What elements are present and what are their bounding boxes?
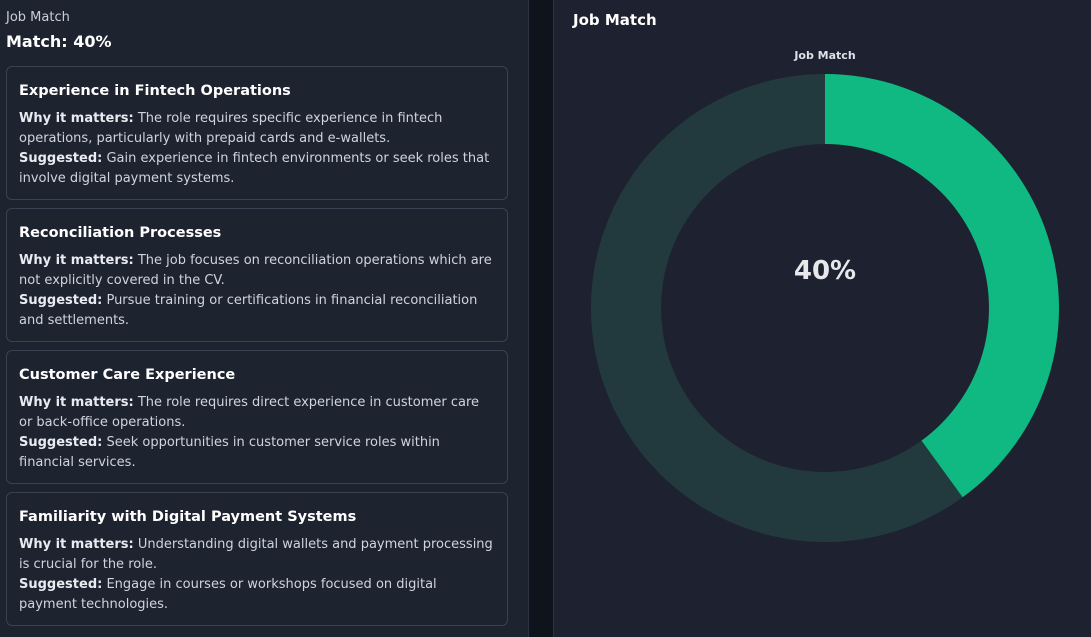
suggestion: Suggested: Engage in courses or workshop…: [19, 575, 495, 615]
why-label: Why it matters:: [19, 395, 134, 410]
chart-title: Job Match: [794, 49, 856, 62]
donut-center-value: 40%: [793, 256, 857, 286]
why-it-matters: Why it matters: The role requires direct…: [19, 393, 495, 433]
gap-card: Reconciliation Processes Why it matters:…: [6, 208, 508, 342]
suggested-text: Seek opportunities in customer service r…: [19, 435, 440, 470]
suggested-label: Suggested:: [19, 435, 103, 450]
gap-card-title: Reconciliation Processes: [19, 225, 222, 241]
why-text: Understanding digital wallets and paymen…: [19, 537, 493, 572]
suggested-text: Gain experience in fintech environments …: [19, 151, 490, 186]
suggestion: Suggested: Seek opportunities in custome…: [19, 433, 495, 473]
donut-slice-remaining: [591, 74, 963, 542]
match-percentage-title: Match: 40%: [6, 32, 112, 51]
why-text: The role requires direct experience in c…: [19, 395, 480, 430]
gap-card: Customer Care Experience Why it matters:…: [6, 350, 508, 484]
job-match-chart-panel: Job Match Job Match 40%: [553, 0, 1091, 637]
donut-chart: [591, 74, 1059, 542]
chart-panel-title: Job Match: [573, 11, 657, 29]
why-label: Why it matters:: [19, 253, 134, 268]
gap-card-title: Familiarity with Digital Payment Systems: [19, 509, 357, 525]
donut-slice-match: [825, 74, 1059, 498]
panel-header: Job Match: [6, 10, 70, 25]
why-label: Why it matters:: [19, 111, 134, 126]
suggested-label: Suggested:: [19, 293, 103, 308]
gap-card-title: Customer Care Experience: [19, 367, 236, 383]
why-it-matters: Why it matters: The job focuses on recon…: [19, 251, 495, 291]
suggested-text: Pursue training or certifications in fin…: [19, 293, 478, 328]
why-text: The role requires specific experience in…: [19, 111, 443, 146]
suggested-label: Suggested:: [19, 151, 103, 166]
gap-card: Experience in Fintech Operations Why it …: [6, 66, 508, 200]
suggested-text: Engage in courses or workshops focused o…: [19, 577, 437, 612]
job-match-details-panel: Job Match Match: 40% Experience in Finte…: [0, 0, 529, 637]
why-text: The job focuses on reconciliation operat…: [19, 253, 492, 288]
gap-card-title: Experience in Fintech Operations: [19, 83, 291, 99]
suggested-label: Suggested:: [19, 577, 103, 592]
suggestion: Suggested: Pursue training or certificat…: [19, 291, 495, 331]
why-label: Why it matters:: [19, 537, 134, 552]
why-it-matters: Why it matters: The role requires specif…: [19, 109, 495, 149]
suggestion: Suggested: Gain experience in fintech en…: [19, 149, 495, 189]
why-it-matters: Why it matters: Understanding digital wa…: [19, 535, 495, 575]
gap-card: Familiarity with Digital Payment Systems…: [6, 492, 508, 626]
